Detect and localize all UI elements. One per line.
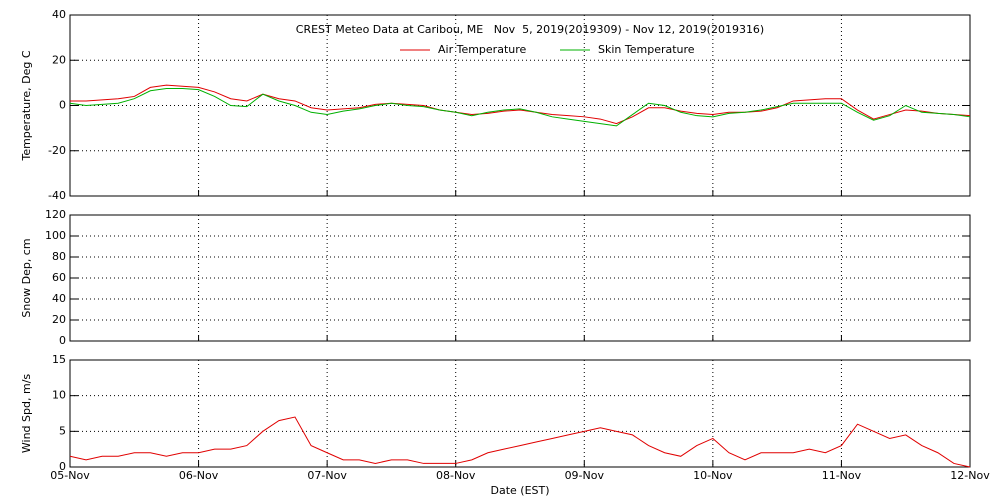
y-tick-label: 20 bbox=[52, 53, 66, 66]
x-tick-label: 09-Nov bbox=[565, 469, 605, 482]
y-axis-label: Temperature, Deg C bbox=[20, 50, 33, 161]
y-tick-label: 10 bbox=[52, 389, 66, 402]
y-axis-label: Wind Spd, m/s bbox=[20, 374, 33, 454]
plot-frame bbox=[69, 359, 971, 468]
series-line bbox=[70, 84, 971, 125]
x-tick-label: 11-Nov bbox=[822, 469, 862, 482]
y-tick-label: 20 bbox=[52, 313, 66, 326]
y-axis-label: Snow Dep, cm bbox=[20, 238, 33, 317]
y-tick-label: 15 bbox=[52, 353, 66, 366]
x-tick-label: 12-Nov bbox=[950, 469, 990, 482]
y-tick-label: 40 bbox=[52, 292, 66, 305]
chart-title: CREST Meteo Data at Caribou, ME Nov 5, 2… bbox=[296, 23, 764, 36]
y-tick-label: 5 bbox=[59, 424, 66, 437]
y-tick-label: 0 bbox=[59, 460, 66, 473]
series-line bbox=[69, 416, 971, 468]
y-tick-label: -40 bbox=[48, 189, 66, 202]
y-tick-label: 120 bbox=[45, 208, 66, 221]
y-tick-label: -20 bbox=[48, 144, 66, 157]
x-tick-label: 08-Nov bbox=[436, 469, 476, 482]
y-tick-label: 40 bbox=[52, 8, 66, 21]
x-tick-label: 10-Nov bbox=[693, 469, 733, 482]
y-tick-label: 100 bbox=[45, 229, 66, 242]
series-line bbox=[69, 88, 971, 127]
legend-label: Air Temperature bbox=[438, 43, 527, 56]
x-tick-label: 06-Nov bbox=[179, 469, 219, 482]
y-tick-label: 80 bbox=[52, 250, 66, 263]
y-tick-label: 0 bbox=[59, 99, 66, 112]
legend-label: Skin Temperature bbox=[598, 43, 695, 56]
y-tick-label: 60 bbox=[52, 271, 66, 284]
x-tick-label: 05-Nov bbox=[50, 469, 90, 482]
x-tick-label: 07-Nov bbox=[307, 469, 347, 482]
y-tick-label: 0 bbox=[59, 334, 66, 347]
x-axis-label: Date (EST) bbox=[490, 484, 549, 497]
